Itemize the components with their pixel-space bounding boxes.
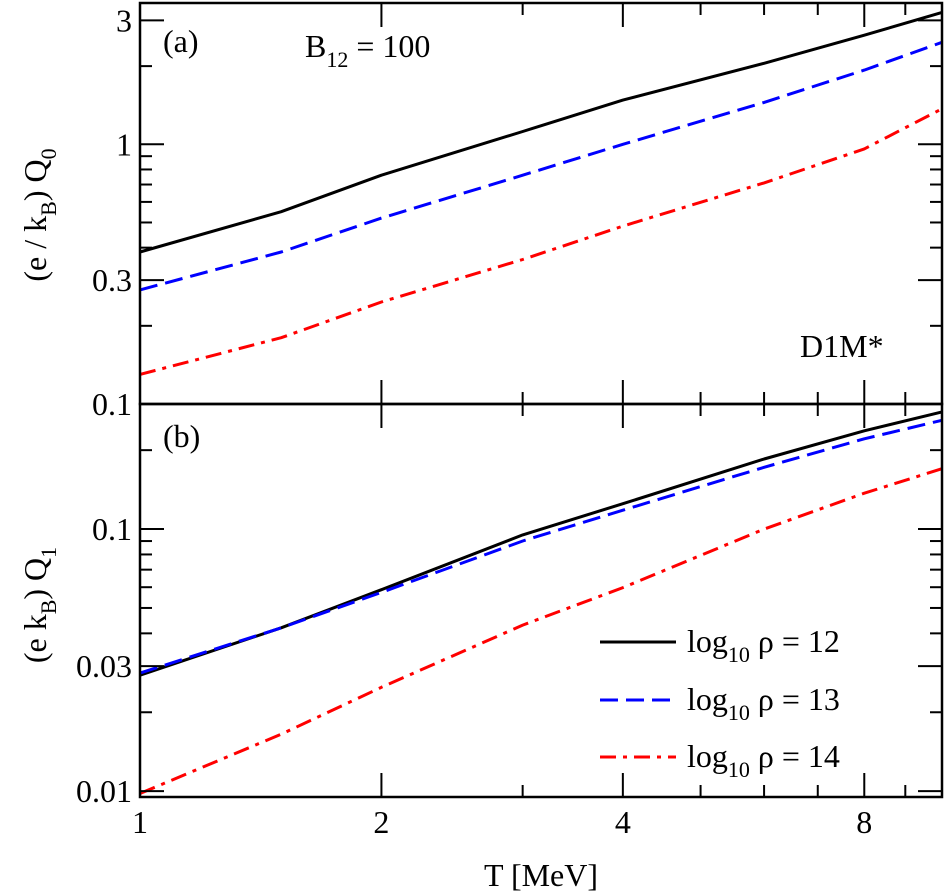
x-axis-label: T [MeV] bbox=[484, 857, 598, 893]
plot-frame-panel-2 bbox=[138, 402, 944, 799]
x-tick-label: 1 bbox=[132, 804, 148, 840]
y-tick-label: 0.01 bbox=[76, 773, 132, 809]
panel-b-label: (b) bbox=[163, 418, 200, 454]
legend-label-rho-14: log10 ρ = 14 bbox=[687, 738, 840, 782]
y-tick-label: 0.03 bbox=[76, 648, 132, 684]
x-tick-label: 2 bbox=[373, 804, 389, 840]
x-tick-label: 8 bbox=[856, 804, 872, 840]
series-line-panel-1-2 bbox=[139, 40, 943, 292]
x-tick-label: 4 bbox=[615, 804, 631, 840]
series-line-panel-1-3 bbox=[139, 107, 943, 376]
field-annotation: B12 = 100 bbox=[305, 28, 430, 72]
model-label: D1M* bbox=[800, 328, 884, 364]
legend: log10 ρ = 12 log10 ρ = 13 log10 ρ = 14 bbox=[600, 623, 840, 782]
series-line-panel-2-2 bbox=[139, 418, 943, 675]
y-axis-label-b: (e kB) Q1 bbox=[17, 547, 61, 663]
y-tick-label: 3 bbox=[116, 2, 132, 38]
series-line-panel-2-3 bbox=[139, 467, 943, 795]
series-line-panel-1-1 bbox=[139, 10, 943, 254]
y-tick-label: 0.1 bbox=[92, 511, 132, 547]
y-axis-label-a: (e / kB) Q0 bbox=[17, 148, 61, 281]
panel-a-label: (a) bbox=[163, 23, 199, 59]
y-tick-label: 1 bbox=[116, 126, 132, 162]
y-tick-label: 0.3 bbox=[92, 262, 132, 298]
legend-label-rho-13: log10 ρ = 13 bbox=[687, 681, 840, 725]
y-tick-label: 0.1 bbox=[92, 386, 132, 422]
legend-label-rho-12: log10 ρ = 12 bbox=[687, 623, 840, 667]
